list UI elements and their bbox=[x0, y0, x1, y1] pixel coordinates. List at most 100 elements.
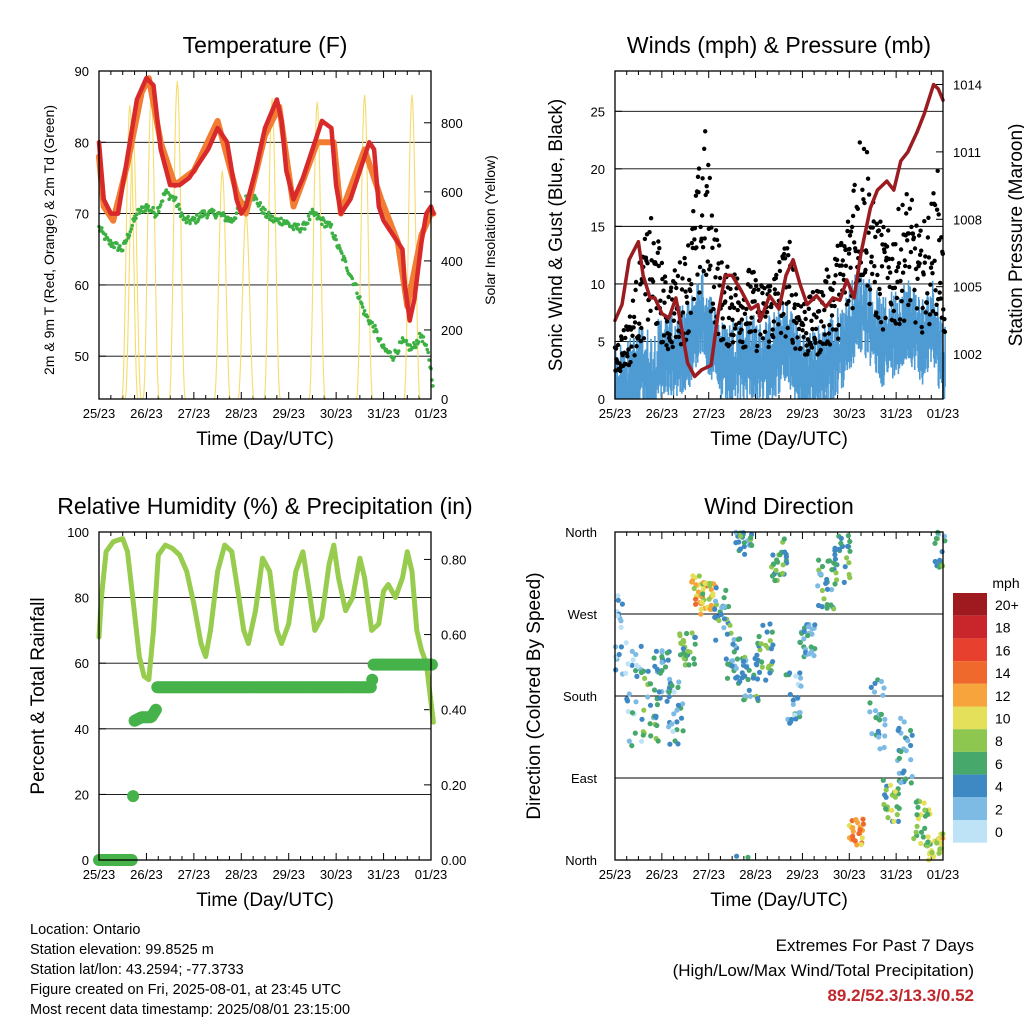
gust-point bbox=[785, 325, 790, 331]
direction-point bbox=[914, 812, 920, 818]
x-axis-label: Time (Day/UTC) bbox=[710, 890, 848, 911]
gust-point bbox=[852, 182, 857, 188]
gust-point bbox=[633, 287, 638, 293]
gust-point bbox=[926, 255, 932, 260]
colorbar-label: 8 bbox=[995, 733, 1003, 749]
dewpoint-point bbox=[344, 266, 349, 270]
direction-point bbox=[695, 589, 702, 595]
colorbar-label: 2 bbox=[995, 801, 1003, 817]
gust-point bbox=[928, 282, 933, 287]
gust-point bbox=[783, 334, 788, 339]
direction-point bbox=[675, 684, 681, 691]
colorbar-swatch bbox=[953, 797, 987, 820]
direction-point bbox=[856, 830, 862, 837]
x-tick-label: 26/23 bbox=[646, 867, 679, 882]
gust-point bbox=[836, 322, 841, 328]
direction-point bbox=[625, 708, 631, 715]
direction-point bbox=[931, 853, 937, 860]
x-axis-label: Time (Day/UTC) bbox=[710, 429, 848, 450]
direction-point bbox=[669, 683, 675, 689]
gust-point bbox=[627, 314, 633, 319]
dewpoint-point bbox=[206, 213, 210, 217]
gust-point bbox=[691, 209, 696, 214]
gust-point bbox=[615, 342, 621, 348]
direction-point bbox=[896, 755, 903, 762]
panel-title: Wind Direction bbox=[704, 493, 854, 519]
gust-point bbox=[669, 340, 674, 345]
colorbar-swatch bbox=[953, 615, 987, 639]
gust-point bbox=[754, 283, 759, 288]
gust-point bbox=[766, 344, 771, 350]
direction-point bbox=[659, 654, 665, 660]
direction-point bbox=[675, 702, 682, 708]
gust-point bbox=[786, 299, 791, 305]
solar-insolation-line bbox=[121, 104, 139, 400]
gust-point bbox=[619, 337, 624, 342]
gust-point bbox=[898, 247, 904, 252]
gust-point bbox=[787, 239, 792, 245]
gust-point bbox=[924, 300, 929, 305]
direction-point bbox=[909, 732, 915, 738]
direction-point bbox=[630, 657, 636, 663]
direction-point bbox=[747, 693, 754, 699]
gust-point bbox=[824, 279, 829, 284]
x-tick-label: 30/23 bbox=[320, 867, 353, 882]
gust-point bbox=[932, 202, 938, 208]
dewpoint-point bbox=[124, 238, 129, 243]
colorbar-swatch bbox=[953, 751, 987, 775]
x-tick-label: 31/23 bbox=[367, 867, 400, 882]
direction-point bbox=[667, 676, 673, 683]
direction-point bbox=[691, 661, 698, 667]
gust-point bbox=[887, 256, 892, 262]
direction-point bbox=[933, 535, 940, 542]
direction-point bbox=[769, 629, 775, 635]
extremes-heading: Extremes For Past 7 Days bbox=[775, 936, 974, 955]
gust-point bbox=[937, 290, 942, 295]
direction-point bbox=[907, 727, 914, 734]
gust-point bbox=[702, 146, 707, 151]
direction-point bbox=[836, 546, 842, 552]
x-tick-label: 27/23 bbox=[178, 406, 211, 421]
gust-point bbox=[664, 319, 670, 324]
dewpoint-point bbox=[194, 213, 199, 217]
direction-point bbox=[900, 770, 906, 776]
gust-point bbox=[878, 320, 884, 325]
direction-point bbox=[790, 697, 796, 703]
direction-point bbox=[824, 586, 831, 592]
gust-point bbox=[623, 335, 628, 341]
gust-point bbox=[890, 256, 895, 262]
gust-point bbox=[767, 284, 773, 289]
gust-point bbox=[867, 301, 872, 307]
direction-point bbox=[855, 820, 861, 826]
direction-point bbox=[875, 728, 881, 735]
y-tick-label: 5 bbox=[598, 334, 605, 349]
direction-point bbox=[846, 560, 852, 566]
gust-point bbox=[902, 258, 907, 263]
dewpoint-point bbox=[392, 355, 396, 360]
gust-point bbox=[739, 327, 744, 332]
colorbar-swatch bbox=[953, 661, 987, 684]
gust-point bbox=[878, 219, 883, 224]
gust-point bbox=[888, 270, 893, 275]
gust-point bbox=[786, 253, 791, 258]
direction-point bbox=[691, 656, 697, 662]
direction-point bbox=[616, 651, 622, 658]
direction-point bbox=[642, 675, 648, 682]
direction-point bbox=[677, 631, 683, 637]
gust-point bbox=[900, 270, 906, 275]
y2-tick-label: 1005 bbox=[953, 280, 982, 295]
direction-point bbox=[742, 551, 748, 557]
direction-point bbox=[712, 606, 718, 612]
direction-point bbox=[787, 691, 793, 698]
direction-point bbox=[666, 694, 672, 700]
dewpoint-point bbox=[135, 212, 139, 216]
gust-point bbox=[934, 207, 940, 212]
direction-point bbox=[845, 533, 852, 539]
colorbar-label: 18 bbox=[995, 620, 1011, 636]
direction-point bbox=[724, 631, 731, 637]
direction-point bbox=[767, 670, 773, 676]
direction-point bbox=[712, 598, 719, 604]
gust-point bbox=[771, 334, 776, 340]
dewpoint-point bbox=[254, 197, 259, 201]
gust-point bbox=[833, 273, 838, 278]
